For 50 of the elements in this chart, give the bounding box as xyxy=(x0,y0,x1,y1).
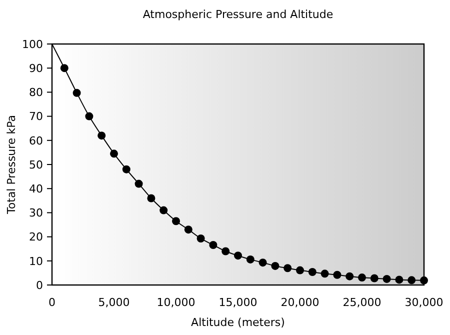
y-tick-label: 100 xyxy=(22,38,43,51)
y-tick-label: 30 xyxy=(29,206,43,220)
point xyxy=(234,252,242,260)
y-tick-label: 50 xyxy=(29,158,43,172)
x-tick-label: 20,000 xyxy=(280,296,320,309)
point xyxy=(271,262,280,270)
x-tick-label: 15,000 xyxy=(218,296,258,309)
y-tick-label: 80 xyxy=(29,86,43,100)
point xyxy=(209,240,218,249)
point xyxy=(72,88,81,97)
point xyxy=(333,270,342,279)
x-tick-label: 0 xyxy=(48,296,56,309)
point xyxy=(284,264,292,272)
point xyxy=(408,276,416,284)
point xyxy=(134,180,143,188)
point xyxy=(308,268,316,276)
y-tick-label: 40 xyxy=(29,182,43,196)
point xyxy=(122,165,130,174)
point xyxy=(160,206,168,214)
y-tick-label: 10 xyxy=(29,254,43,268)
point xyxy=(246,255,254,264)
point xyxy=(382,274,391,283)
point xyxy=(320,270,329,278)
y-tick-label: 20 xyxy=(29,230,43,244)
x-tick-label: 5,000 xyxy=(98,296,130,309)
y-tick-label: 70 xyxy=(29,110,43,124)
point xyxy=(258,258,267,267)
x-axis-title: Altitude (meters) xyxy=(191,316,285,329)
x-tick-label: 25,000 xyxy=(342,296,382,309)
x-tick-label: 10,000 xyxy=(156,296,196,309)
point xyxy=(370,274,378,282)
chart-title: Atmospheric Pressure and Altitude xyxy=(142,8,334,21)
point xyxy=(296,266,304,274)
x-tick-label: 30,000 xyxy=(404,296,444,309)
point xyxy=(60,64,68,72)
y-tick-label: 60 xyxy=(29,134,43,148)
point xyxy=(110,150,118,158)
point xyxy=(98,132,106,140)
point xyxy=(222,247,230,256)
point xyxy=(172,217,180,226)
point xyxy=(358,274,366,282)
y-tick-label: 90 xyxy=(29,62,43,75)
point xyxy=(196,234,205,242)
y-tick-label: 0 xyxy=(36,278,43,292)
point xyxy=(346,272,354,280)
point xyxy=(85,112,94,120)
point xyxy=(184,226,192,234)
point xyxy=(147,194,156,202)
point xyxy=(395,276,404,284)
y-axis-title: Total Pressure kPa xyxy=(5,115,18,215)
